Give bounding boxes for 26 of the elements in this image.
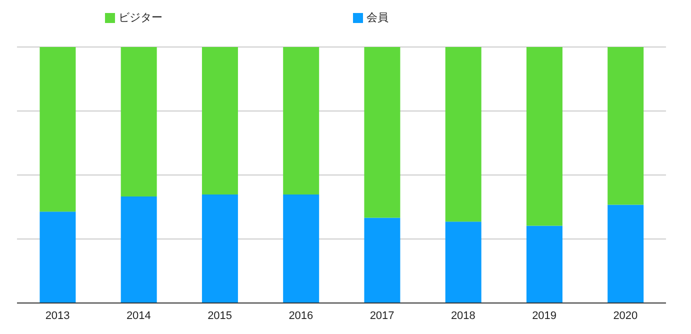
x-tick-label: 2020 (613, 310, 638, 322)
legend-label: 会員 (366, 12, 388, 24)
bar (120, 196, 157, 303)
x-tick-label: 2016 (288, 310, 314, 322)
bar (364, 218, 400, 303)
bar (40, 47, 76, 212)
bar (283, 47, 320, 194)
bar (120, 47, 157, 197)
bar (445, 222, 482, 303)
legend-label: ビジター (118, 12, 162, 24)
bar (445, 47, 482, 222)
bar (608, 47, 644, 205)
bar (364, 47, 400, 218)
bar (202, 47, 238, 194)
x-tick-label: 2017 (370, 310, 394, 322)
bar (283, 194, 320, 303)
x-tick-label: 2018 (450, 310, 476, 322)
bar (202, 194, 238, 303)
x-tick-label: 2019 (532, 310, 557, 322)
bar (526, 226, 562, 303)
bar (608, 204, 644, 303)
x-tick-label: 2015 (208, 310, 232, 322)
bar (40, 212, 76, 303)
x-tick-label: 2013 (45, 310, 70, 322)
x-tick-label: 2014 (126, 310, 151, 322)
bar (526, 47, 562, 226)
